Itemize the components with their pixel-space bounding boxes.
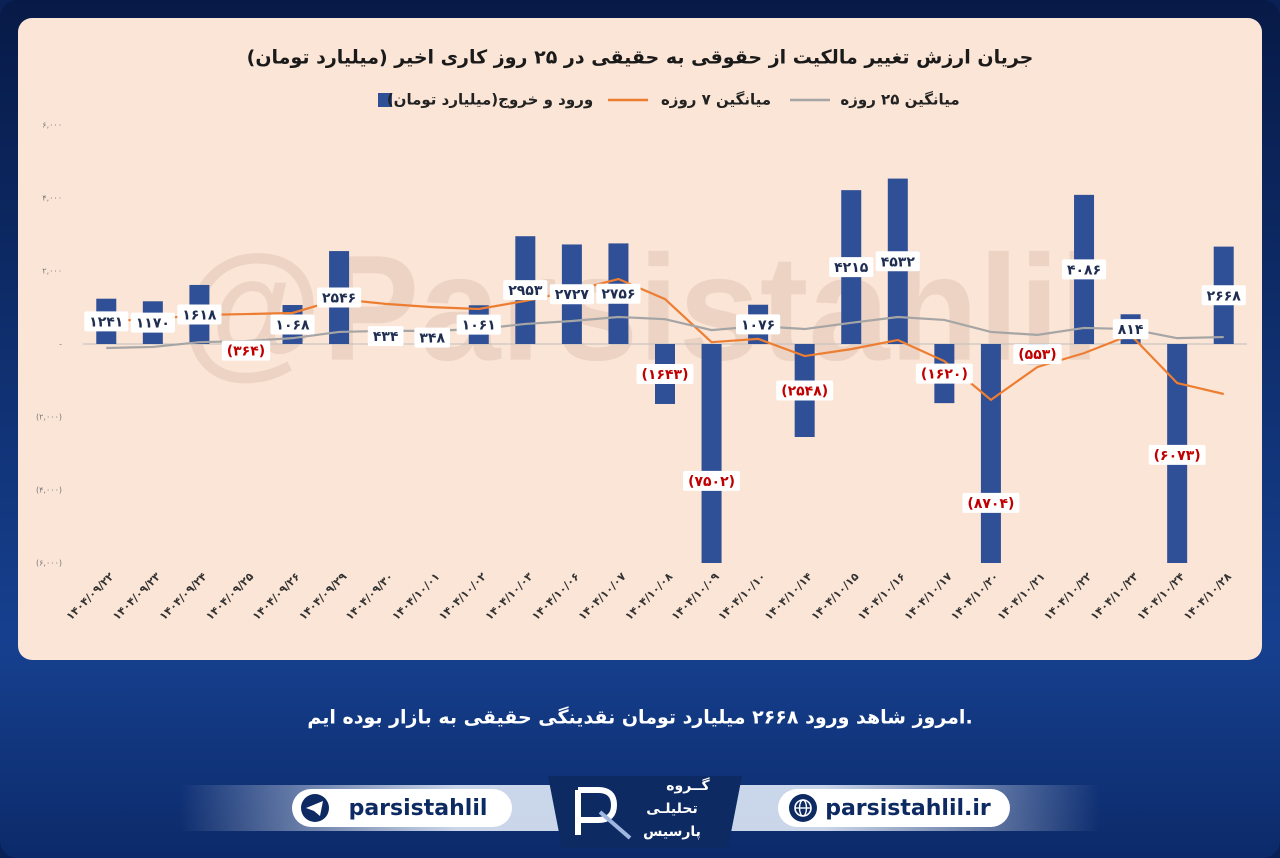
y-tick-label: (۲,۰۰۰) (36, 413, 62, 422)
y-tick-label: (۶,۰۰۰) (36, 559, 62, 568)
data-label: ۲۷۲۷ (555, 287, 590, 303)
data-label: ۴۳۴ (373, 329, 399, 345)
label-box (915, 363, 973, 384)
logo-mark (598, 810, 632, 840)
y-tick-label: ۲,۰۰۰ (42, 267, 62, 276)
telegram-glyph (306, 801, 323, 816)
label-box (596, 283, 641, 304)
label-box (1061, 259, 1107, 280)
label-box (1112, 319, 1149, 340)
bar (701, 344, 722, 563)
data-label: ۱۰۶۸ (275, 318, 310, 334)
label-box (683, 470, 741, 491)
data-label: ۱۲۴۱ (89, 314, 123, 330)
data-label: (۱۶۴۳) (642, 367, 689, 383)
label-box (736, 314, 781, 335)
website: parsistahlil.ir (825, 796, 991, 821)
logo-text: تحلیلـی (646, 801, 697, 817)
logo-text: گــروه (666, 777, 710, 794)
data-label: ۴۰۸۶ (1067, 262, 1101, 278)
data-labels: ۱۲۴۱ ۱۱۷۰ ۱۶۱۸ (۳۶۴) ۱۰۶۸ ۲۵۴۶ ۴۳۴ ۳۴۸ ۱۰۶۱ ۲۹۵۳ ۲… (84, 251, 1246, 513)
data-label: (۵۵۳) (1018, 347, 1056, 363)
label-box (456, 314, 501, 335)
label-box (549, 284, 594, 305)
legend-swatch (378, 93, 392, 107)
label-box (1013, 344, 1062, 365)
data-label: ۲۶۶۸ (1207, 288, 1242, 304)
label-box (316, 287, 362, 308)
data-label: (۸۷۰۴) (967, 496, 1014, 512)
chart-panel (18, 18, 1262, 660)
telegram-handle: parsistahlil (349, 796, 488, 821)
telegram-pill (292, 789, 512, 827)
data-label: (۲۵۴۸) (781, 384, 828, 400)
label-box (1148, 444, 1206, 465)
data-label: (۱۶۲۰) (921, 367, 968, 383)
logo-mark (575, 787, 618, 835)
label-box (776, 380, 834, 401)
y-tick-label: (۴,۰۰۰) (36, 486, 62, 495)
label-box (875, 251, 920, 272)
data-label: (۶۰۷۳) (1154, 448, 1201, 464)
label-box (84, 311, 129, 332)
label-box (503, 280, 548, 301)
data-label: ۱۰۶۱ (462, 318, 496, 334)
label-box (270, 314, 315, 335)
label-box (414, 327, 451, 348)
chart-title: جریان ارزش تغییر مالکیت از حقوقی به حقیق… (247, 47, 1034, 69)
legend-label: میانگین ۷ روزه (661, 91, 771, 109)
label-box (1201, 285, 1246, 306)
data-label: ۴۲۱۵ (834, 260, 869, 276)
label-box (130, 312, 175, 333)
logo-box (548, 776, 742, 848)
legend-label: ورود و خروج(میلیارد تومان) (387, 91, 593, 109)
data-label: ۲۹۵۳ (508, 283, 543, 299)
data-label: ۳۴۸ (419, 331, 445, 347)
data-label: (۷۵۰۲) (688, 474, 735, 490)
line (106, 315, 1224, 350)
y-tick-label: ۴,۰۰۰ (42, 194, 62, 203)
data-label: ۱۰۷۶ (741, 317, 775, 333)
data-label: ۴۵۳۲ (881, 254, 916, 270)
caption: امروز شاهد ورود ۲۶۶۸ میلیارد تومان نقدین… (307, 706, 972, 729)
website-pill (778, 789, 1010, 827)
data-label: ۲۷۵۶ (601, 287, 635, 303)
data-label: ۱۱۷۰ (136, 316, 170, 332)
logo-text: پارسیس (643, 824, 701, 840)
data-label: ۸۱۴ (1118, 322, 1144, 338)
data-label: ۱۶۱۸ (182, 307, 217, 323)
legend-label: میانگین ۲۵ روزه (840, 91, 959, 109)
label-box (221, 340, 271, 361)
label-box (962, 492, 1020, 513)
line (106, 277, 1224, 402)
label-box (367, 326, 404, 347)
y-tick-label: - (59, 340, 62, 349)
lines (106, 277, 1224, 402)
globe-glyph (798, 799, 808, 817)
y-tick-label: ۶,۰۰۰ (42, 121, 62, 130)
label-box (636, 363, 694, 384)
data-label: ۲۵۴۶ (322, 291, 356, 307)
label-box (829, 257, 874, 278)
label-box (177, 304, 222, 325)
data-label: (۳۶۴) (227, 344, 265, 360)
